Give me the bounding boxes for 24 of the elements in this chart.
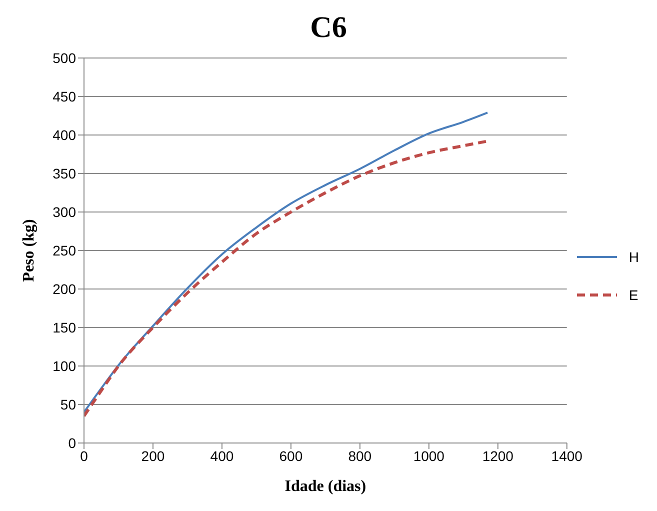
legend-label: H: [628, 248, 639, 264]
x-tick-label: 200: [141, 448, 165, 464]
y-tick-label: 450: [52, 88, 76, 104]
x-tick-label: 1400: [551, 448, 583, 464]
y-tick-label: 500: [52, 50, 76, 66]
y-tick-label: 200: [52, 280, 76, 297]
x-tick-label: 1200: [482, 448, 514, 464]
y-tick-label: 0: [68, 434, 76, 451]
x-tick-label: 0: [80, 448, 88, 464]
y-tick-label: 300: [52, 204, 76, 220]
y-tick-label: 100: [52, 358, 76, 374]
y-tick-label: 400: [52, 126, 76, 143]
x-tick-label: 1000: [413, 448, 445, 464]
y-axis-title: Peso (kg): [20, 219, 38, 282]
x-tick-label: 400: [210, 448, 234, 464]
y-tick-label: 50: [60, 396, 76, 412]
y-tick-label: 150: [52, 319, 76, 336]
y-tick-label: 350: [52, 165, 76, 182]
chart-title: C6: [309, 10, 348, 46]
x-tick-label: 600: [279, 448, 303, 464]
x-tick-label: 800: [348, 448, 372, 464]
x-axis-title: Idade (dias): [284, 478, 366, 495]
legend-label: E: [628, 286, 638, 302]
y-tick-label: 250: [52, 242, 76, 258]
